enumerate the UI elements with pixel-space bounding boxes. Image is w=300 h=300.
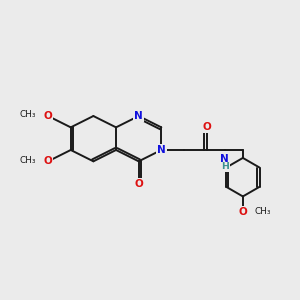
Text: CH₃: CH₃	[254, 207, 271, 216]
Text: N: N	[157, 145, 166, 155]
Text: CH₃: CH₃	[19, 156, 36, 165]
Text: CH₃: CH₃	[19, 110, 36, 119]
Text: O: O	[134, 179, 143, 189]
Text: N: N	[134, 111, 143, 121]
Text: O: O	[44, 111, 52, 121]
Text: O: O	[238, 207, 247, 217]
Text: O: O	[202, 122, 211, 132]
Text: O: O	[44, 156, 52, 166]
Text: H: H	[221, 163, 229, 172]
Text: N: N	[220, 154, 229, 164]
